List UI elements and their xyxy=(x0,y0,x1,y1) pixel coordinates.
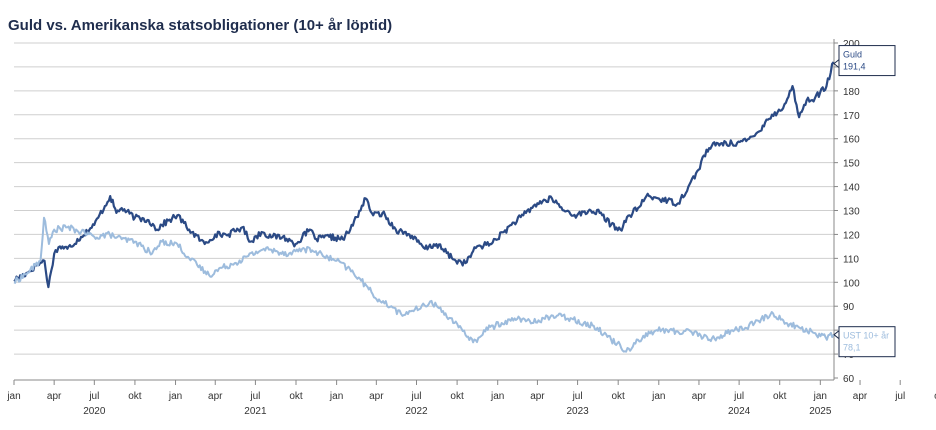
x-tick-label: jul xyxy=(894,391,905,402)
x-tick-label: okt xyxy=(773,391,787,402)
x-tick-label: apr xyxy=(47,391,62,402)
y-tick-label: 120 xyxy=(843,230,860,241)
y-tick-label: 130 xyxy=(843,207,860,218)
y-tick-label: 90 xyxy=(843,302,855,313)
x-tick-label: okt xyxy=(128,391,142,402)
x-tick-label: jan xyxy=(813,391,827,402)
x-tick-label: jan xyxy=(490,391,504,402)
axes: 2001901801701601501401301201101009080706… xyxy=(6,39,936,417)
y-tick-label: 110 xyxy=(843,254,859,265)
series-line-ust xyxy=(13,216,835,353)
x-year-label: 2025 xyxy=(809,406,832,417)
y-tick-label: 160 xyxy=(843,135,860,146)
y-tick-label: 100 xyxy=(843,278,860,289)
value-callouts: Guld 191,4 UST 10+ år 78,1 xyxy=(833,45,896,358)
x-year-label: 2020 xyxy=(83,406,106,417)
y-tick-label: 180 xyxy=(843,87,860,98)
series-lines xyxy=(13,61,835,353)
y-tick-label: 60 xyxy=(843,374,855,385)
x-tick-label: jan xyxy=(651,391,665,402)
y-tick-label: 200 xyxy=(843,39,860,50)
x-tick-label: okt xyxy=(612,391,626,402)
x-year-label: 2022 xyxy=(405,406,428,417)
grid-lines xyxy=(14,42,834,355)
x-year-label: 2021 xyxy=(244,406,267,417)
x-tick-label: jul xyxy=(249,391,260,402)
x-tick-label: jan xyxy=(329,391,343,402)
x-tick-label: apr xyxy=(208,391,223,402)
x-tick-label: jul xyxy=(572,391,583,402)
x-year-label: 2023 xyxy=(566,406,589,417)
y-tick-label: 140 xyxy=(843,183,860,194)
x-tick-label: apr xyxy=(692,391,707,402)
x-tick-label: okt xyxy=(450,391,464,402)
x-tick-label: apr xyxy=(530,391,545,402)
callout-box xyxy=(838,326,896,358)
chart-title: Guld vs. Amerikanska statsobligationer (… xyxy=(8,17,393,34)
x-tick-label: apr xyxy=(853,391,868,402)
callout-pointer xyxy=(833,58,840,69)
callout-ust: UST 10+ år 78,1 xyxy=(833,326,896,358)
callout-box xyxy=(838,45,896,77)
x-tick-label: apr xyxy=(369,391,384,402)
callout-label: Guld xyxy=(843,50,862,60)
series-line-guld xyxy=(13,61,835,289)
x-tick-label: jan xyxy=(168,391,182,402)
y-tick-label: 170 xyxy=(843,111,860,122)
x-tick-label: okt xyxy=(289,391,303,402)
callout-label: UST 10+ år xyxy=(843,331,889,341)
x-tick-label: jul xyxy=(733,391,744,402)
callout-pointer xyxy=(833,329,840,340)
x-year-label: 2024 xyxy=(728,406,751,417)
x-tick-label: jul xyxy=(410,391,421,402)
callout-value: 78,1 xyxy=(843,343,861,353)
callout-value: 191,4 xyxy=(843,62,866,72)
x-tick-label: jul xyxy=(88,391,99,402)
y-tick-label: 150 xyxy=(843,159,860,170)
x-tick-label: jan xyxy=(6,391,20,402)
x-tick-label: okt xyxy=(934,391,936,402)
callout-guld: Guld 191,4 xyxy=(833,45,896,77)
